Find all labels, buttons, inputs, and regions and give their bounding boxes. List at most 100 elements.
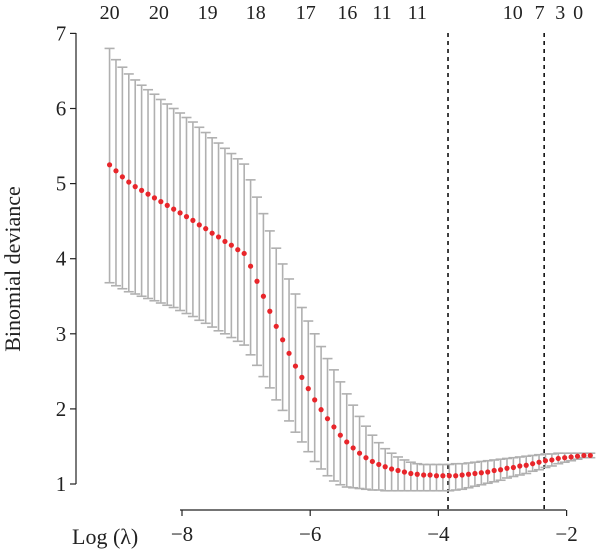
data-point: [267, 308, 273, 314]
top-axis-label: 7: [535, 2, 545, 24]
x-tick-label: −6: [299, 522, 321, 546]
data-point: [292, 363, 299, 369]
error-bar: [412, 462, 423, 492]
data-point: [222, 238, 228, 245]
data-point: [574, 453, 581, 459]
data-point: [504, 465, 510, 471]
data-point: [151, 195, 158, 201]
data-point: [382, 464, 388, 470]
data-point: [446, 473, 452, 479]
data-point: [196, 222, 202, 228]
data-point: [517, 463, 523, 469]
data-point: [254, 278, 260, 284]
data-point: [421, 472, 427, 478]
data-point: [581, 452, 587, 459]
data-point: [530, 461, 536, 467]
error-bars: [104, 47, 596, 492]
top-axis-label: 3: [555, 2, 565, 24]
data-point: [549, 457, 555, 463]
data-point: [536, 459, 542, 465]
top-axis-label: 16: [337, 2, 357, 24]
data-point: [453, 473, 459, 479]
data-point: [568, 454, 574, 460]
x-tick-label: −8: [171, 522, 193, 546]
x-axis-title: Log (λ): [72, 524, 138, 549]
data-point: [510, 464, 516, 471]
data-point: [344, 439, 350, 445]
data-point: [247, 263, 254, 269]
data-point: [132, 184, 138, 190]
data-point: [280, 337, 286, 343]
tick-labels: 1 2 3 4 5 6 7 −8 −6 −4 −2: [56, 21, 578, 546]
data-point: [209, 230, 215, 236]
data-point: [299, 374, 305, 380]
error-bar: [290, 293, 301, 433]
data-point: [203, 226, 209, 232]
data-point: [158, 199, 164, 205]
top-axis-label: 20: [149, 2, 169, 24]
data-point: [177, 210, 183, 216]
data-point: [401, 469, 408, 475]
data-point: [465, 471, 472, 477]
data-point: [305, 386, 311, 392]
data-point: [376, 461, 382, 468]
top-axis-label: 19: [198, 2, 218, 24]
error-bar: [393, 456, 404, 492]
data-point: [171, 206, 177, 212]
data-point: [440, 473, 446, 479]
y-tick-label: 4: [56, 247, 67, 271]
data-point: [497, 467, 504, 473]
data-point: [273, 323, 279, 329]
error-bar: [425, 463, 436, 492]
y-tick-label: 3: [56, 322, 67, 346]
data-point: [235, 247, 241, 253]
data-point: [350, 445, 356, 451]
data-point: [395, 467, 401, 474]
data-point: [562, 455, 568, 461]
data-point: [145, 191, 151, 197]
error-bar: [277, 263, 288, 412]
data-point: [485, 469, 491, 475]
data-point: [427, 472, 433, 478]
top-axis-label: 10: [503, 2, 523, 24]
data-point: [331, 424, 337, 430]
data-point: [139, 187, 145, 193]
y-tick-label: 7: [56, 21, 67, 45]
reference-lines: [447, 33, 545, 510]
data-point: [260, 293, 267, 299]
error-bar: [399, 459, 410, 492]
data-point: [356, 450, 363, 456]
data-point: [183, 214, 190, 220]
data-point: [119, 174, 125, 180]
top-axis-label: 17: [296, 2, 316, 24]
data-point: [389, 466, 395, 472]
y-tick-label: 2: [56, 397, 67, 421]
data-point: [337, 432, 343, 438]
data-point: [228, 242, 234, 248]
top-axis-label: 20: [100, 2, 120, 24]
data-point: [286, 350, 292, 356]
data-point: [369, 458, 375, 465]
data-points: [106, 162, 593, 479]
top-axis-label: 18: [246, 2, 266, 24]
data-point: [433, 473, 440, 479]
data-point: [587, 452, 593, 459]
data-point: [190, 217, 196, 223]
data-point: [555, 455, 561, 462]
data-point: [106, 162, 113, 168]
data-point: [241, 250, 247, 257]
data-point: [478, 470, 484, 476]
data-point: [542, 458, 549, 464]
y-tick-label: 1: [56, 472, 67, 496]
data-point: [459, 472, 465, 478]
data-point: [523, 462, 529, 468]
data-point: [363, 455, 369, 461]
data-point: [126, 179, 132, 185]
data-point: [472, 470, 478, 477]
top-axis-label: 11: [372, 2, 391, 24]
data-point: [414, 471, 420, 477]
x-tick-label: −2: [555, 522, 577, 546]
top-axis-label: 11: [408, 2, 427, 24]
top-axis-labels: 20 20 19 18 17 16 11 11 10 7 3 0: [100, 2, 584, 24]
